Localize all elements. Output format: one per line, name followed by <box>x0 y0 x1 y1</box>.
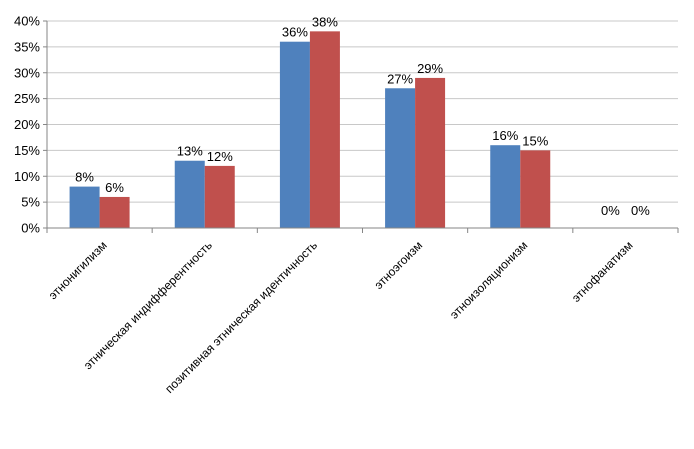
data-label: 0% <box>631 203 650 218</box>
bar <box>385 88 416 229</box>
bar <box>69 186 100 228</box>
bar <box>279 41 310 229</box>
data-label: 12% <box>207 149 233 164</box>
category-label: этнонигилизм <box>46 238 110 302</box>
y-tick-label: 20% <box>14 117 40 132</box>
y-tick-label: 35% <box>14 39 40 54</box>
y-tick-label: 40% <box>14 14 40 29</box>
y-tick-label: 5% <box>21 195 40 210</box>
y-tick-label: 10% <box>14 169 40 184</box>
y-axis-ticks: 0% 5% 10% 15% 20% 25% 30% 35% 40% <box>14 14 47 236</box>
data-label: 16% <box>492 128 518 143</box>
bar <box>415 77 446 228</box>
data-label: 6% <box>105 180 124 195</box>
category-label: этноизоляционизм <box>447 238 530 321</box>
gridlines <box>47 20 678 203</box>
axes <box>46 21 679 233</box>
data-label: 36% <box>282 25 308 40</box>
category-label: этнофанатизм <box>569 238 636 305</box>
bar <box>309 31 340 228</box>
bar <box>490 145 521 228</box>
data-label: 29% <box>417 61 443 76</box>
y-tick-label: 25% <box>14 91 40 106</box>
bars <box>69 31 551 229</box>
y-tick-label: 0% <box>21 221 40 236</box>
y-tick-label: 30% <box>14 65 40 80</box>
category-label: этническая индифферентность <box>81 238 215 372</box>
data-label: 15% <box>522 133 548 148</box>
y-tick-label: 15% <box>14 143 40 158</box>
data-label: 27% <box>387 71 413 86</box>
category-label: этноэгоизм <box>371 238 425 292</box>
bar <box>520 150 551 228</box>
data-label: 38% <box>312 14 338 29</box>
data-label: 0% <box>601 203 620 218</box>
bar <box>174 160 205 228</box>
data-label: 13% <box>177 144 203 159</box>
data-labels: 8% 13% 36% 27% 16% 0% 6% 12% 38% 29% 15% 0% <box>75 14 650 218</box>
bar <box>204 165 235 228</box>
data-label: 8% <box>75 170 94 185</box>
bar <box>99 196 130 228</box>
